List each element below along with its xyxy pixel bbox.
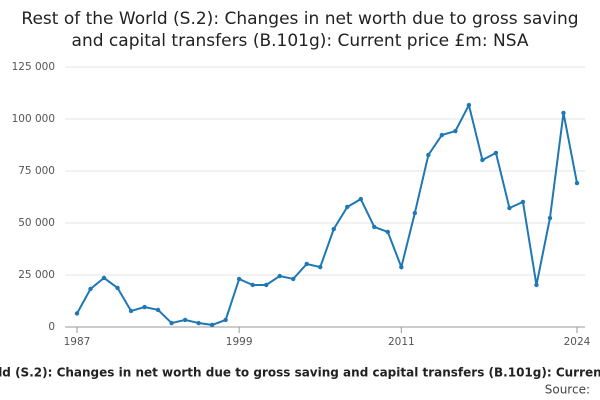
y-tick-label: 50 000 [18, 217, 55, 229]
point [439, 132, 445, 138]
point [507, 205, 512, 211]
point [304, 261, 309, 267]
line [76, 102, 578, 326]
point [480, 157, 485, 163]
point [561, 110, 566, 116]
point [520, 199, 526, 205]
point [196, 320, 201, 326]
point [574, 180, 580, 186]
point [128, 308, 134, 314]
source: Source: [545, 383, 590, 397]
point [88, 286, 93, 292]
point [412, 210, 418, 216]
point [426, 152, 431, 158]
point [345, 204, 350, 210]
point [291, 276, 296, 282]
point [236, 276, 242, 282]
point [453, 128, 458, 134]
point [182, 317, 188, 323]
x-tick-label: 1999 [226, 336, 253, 348]
y-tick-label: 125 000 [12, 61, 55, 73]
point [372, 224, 377, 230]
point [466, 102, 472, 108]
point [263, 282, 269, 288]
point [493, 150, 499, 156]
y-tick-label: 75 000 [18, 165, 55, 177]
point [115, 285, 120, 291]
point [358, 196, 363, 202]
point [209, 322, 215, 328]
point [547, 215, 553, 221]
x-tick-label: 2011 [388, 336, 415, 348]
chart-title: Rest of the World (S.2): Changes in net … [21, 9, 579, 51]
point [385, 229, 391, 235]
x-tick-label: 2024 [564, 336, 591, 348]
point [142, 304, 147, 310]
point [155, 307, 161, 313]
y-tick-label: 100 000 [12, 113, 55, 125]
point [250, 282, 255, 288]
point [74, 311, 80, 316]
point [101, 275, 107, 281]
x-tick-label: 1987 [64, 336, 91, 348]
point [223, 317, 228, 323]
point [331, 226, 336, 232]
footer-title: Rest of the World (S.2): Changes in net … [0, 366, 600, 380]
y-tick-label: 25 000 [18, 269, 55, 281]
point [277, 273, 282, 279]
point [399, 264, 404, 270]
point [318, 264, 323, 270]
point [534, 282, 539, 288]
point [169, 320, 174, 326]
y-tick-label: 0 [48, 321, 55, 333]
